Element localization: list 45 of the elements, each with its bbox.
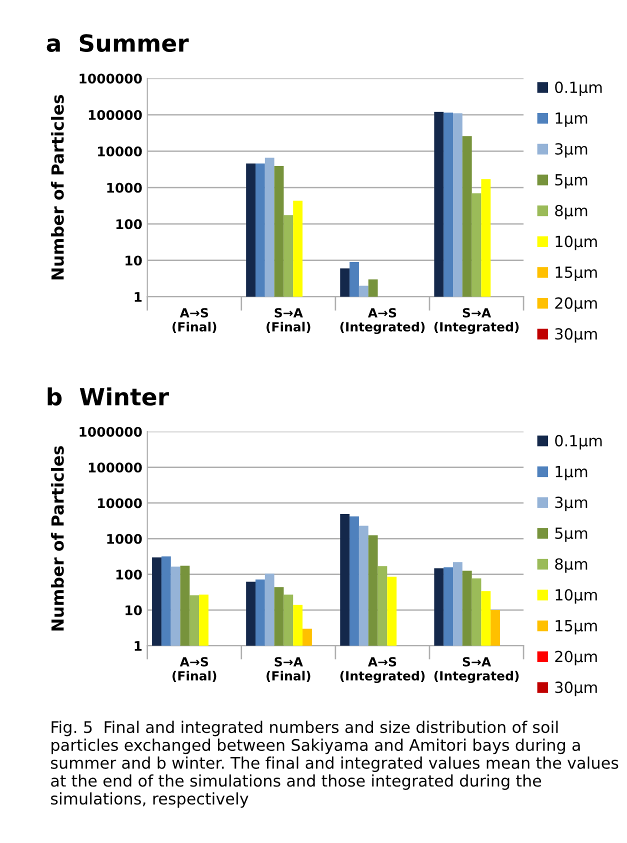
y-tick-label: 1000: [107, 534, 142, 544]
caption: Fig. 5 Final and integrated numbers and size distribution of soil particles exchanged between Sakiyama and Amitori bays during a summer and b winter. The final and integrated values mean the values at the end of the simulations and those integrated during the simulations, respectively: [51, 720, 618, 808]
x-tick-label: A→S (Integrated): [340, 308, 425, 334]
y-tick-label: 10000: [98, 146, 142, 156]
legend-label: 5µm: [555, 528, 588, 542]
legend-label: 10µm: [556, 589, 597, 604]
y-tick-label: 100: [116, 219, 142, 230]
y-axis-title: Number of Particles: [50, 446, 64, 630]
legend-label: 30µm: [555, 682, 597, 696]
legend-label: 3µm: [555, 143, 588, 158]
y-tick-label: 10: [126, 256, 142, 266]
y-tick-label: 10000: [98, 498, 142, 508]
y-tick-label: 1000: [107, 182, 142, 193]
y-tick-label: 100000: [88, 110, 142, 120]
legend-label: 5µm: [555, 174, 588, 188]
legend-label: 15µm: [556, 620, 597, 634]
legend-label: 8µm: [555, 204, 588, 220]
legend-label: 20µm: [555, 297, 597, 312]
x-tick-label: A→S (Integrated): [340, 657, 425, 684]
chart-title: a Summer: [46, 34, 189, 52]
legend-label: 8µm: [555, 558, 588, 573]
y-tick-label: 1: [134, 641, 142, 651]
legend-label: 0.1µm: [555, 82, 602, 96]
legend-label: 20µm: [555, 650, 597, 666]
legend-label: 15µm: [556, 266, 597, 281]
legend-label: 0.1µm: [555, 434, 602, 450]
y-tick-label: 10: [126, 605, 142, 616]
x-tick-label: S→A (Final): [266, 308, 310, 333]
legend-label: 30µm: [555, 328, 597, 343]
legend-label: 3µm: [555, 496, 588, 512]
legend-label: 10µm: [556, 236, 597, 250]
y-tick-label: 100: [116, 570, 142, 580]
x-tick-label: S→A (Integrated): [434, 657, 519, 684]
x-tick-label: A→S (Final): [172, 657, 216, 682]
y-tick-label: 1000000: [80, 426, 142, 437]
y-tick-label: 1000000: [80, 74, 142, 84]
y-tick-label: 100000: [88, 462, 142, 473]
chart-title: b Winter: [48, 387, 169, 406]
x-tick-label: S→A (Final): [266, 657, 310, 682]
y-axis-title: Number of Particles: [50, 95, 64, 280]
x-tick-label: A→S (Final): [172, 308, 216, 333]
y-tick-label: 1: [134, 292, 142, 302]
legend-label: 1µm: [556, 466, 588, 480]
legend-label: 1µm: [556, 112, 588, 127]
x-tick-label: S→A (Integrated): [434, 308, 519, 334]
